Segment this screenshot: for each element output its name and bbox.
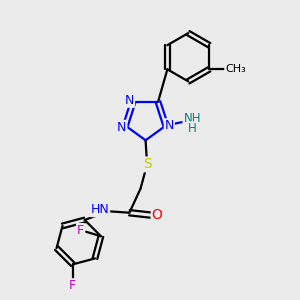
Text: NH: NH — [184, 112, 201, 125]
Text: CH₃: CH₃ — [225, 64, 246, 74]
Text: N: N — [117, 121, 127, 134]
Text: N: N — [125, 94, 134, 107]
Text: F: F — [77, 224, 84, 237]
Text: N: N — [165, 119, 174, 132]
Text: O: O — [152, 208, 163, 222]
Text: F: F — [69, 279, 76, 292]
Text: S: S — [143, 158, 152, 171]
Text: H: H — [188, 122, 197, 135]
Text: HN: HN — [91, 203, 109, 216]
